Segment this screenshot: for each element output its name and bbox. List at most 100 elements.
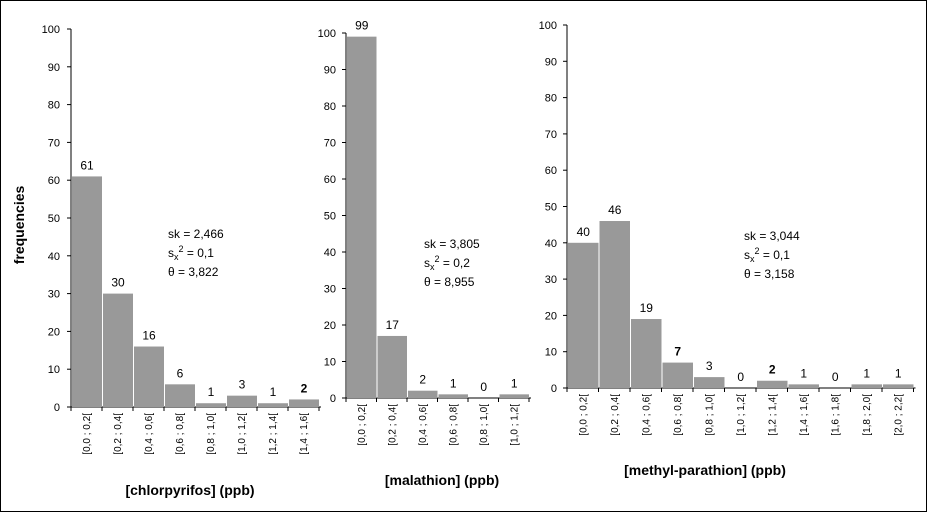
chart1-stat-variance-part: = 0,1 [184, 246, 215, 260]
chart3-y-tick-label: 0 [551, 383, 557, 395]
chart1-y-tick-label: 80 [48, 100, 60, 112]
chart3-data-label: 2 [769, 363, 776, 377]
chart3-y-tick-label: 80 [545, 93, 557, 105]
chart3-category-label: [0,8 ; 1,0[ [704, 394, 715, 436]
chart1-category-label: [0,8 ; 1,0[ [206, 413, 217, 455]
chart3-category-label: [1,4 ; 1,6[ [799, 394, 810, 436]
chart1-data-label: 1 [270, 385, 277, 399]
chart3-y-tick-label: 60 [545, 165, 557, 177]
chart2-category-label: [0,8 ; 1,0[ [479, 404, 490, 446]
chart1-stat-variance-part: s [168, 246, 174, 260]
chart2-category-label: [0,4 ; 0,6[ [418, 404, 429, 446]
chart1-category-label: [1,2 ; 1,4[ [268, 413, 279, 455]
chart3-data-label: 40 [577, 225, 591, 239]
chart2-y-tick-label: 60 [324, 174, 336, 186]
chart1-category-label: [1,0 ; 1,2[ [237, 413, 248, 455]
chart1-data-label: 6 [177, 366, 184, 380]
chart1-y-tick-label: 100 [42, 24, 60, 36]
chart1-bar [134, 346, 164, 407]
chart3-category-label: [0,6 ; 0,8[ [673, 394, 684, 436]
chart2-stat-variance-part: = 0,2 [440, 256, 471, 270]
chart3-data-label: 1 [895, 366, 902, 380]
chart3-stat-variance-part: = 0,1 [760, 248, 791, 262]
chart3-x-axis-label: [methyl-parathion] (ppb) [624, 462, 786, 478]
chart3-bar [568, 242, 599, 388]
chart2-data-label: 0 [480, 380, 487, 394]
chart2-y-tick-label: 90 [324, 65, 336, 77]
chart1-data-label: 61 [80, 158, 94, 172]
chart2-stat-variance-part: s [424, 256, 430, 270]
chart3-category-label: [0,2 ; 0,4[ [610, 394, 621, 436]
chart1-y-tick-label: 0 [54, 402, 60, 414]
chart1-data-label: 30 [111, 276, 125, 290]
chart3-y-tick-label: 50 [545, 202, 557, 214]
chart3-category-label: [1,2 ; 1,4[ [767, 394, 778, 436]
chart3-y-tick-label: 20 [545, 310, 557, 322]
chart3-data-label: 19 [640, 301, 654, 315]
chart1-bar [103, 293, 133, 407]
chart3-bar [599, 221, 630, 388]
chart1-category-label: [0,0 ; 0,2[ [82, 413, 93, 455]
chart3-y-tick-label: 90 [545, 56, 557, 68]
y-axis-label: frequencies [11, 185, 27, 264]
chart2-y-tick-label: 10 [324, 357, 336, 369]
chart3-y-tick-label: 30 [545, 274, 557, 286]
chart2-stat-variance-part: 2 [435, 254, 440, 264]
chart1-category-label: [1,4 ; 1,6[ [299, 413, 310, 455]
chart2-bar [499, 394, 529, 398]
chart1-stat-variance: sx2 = 0,1 [168, 244, 214, 262]
chart2-y-tick-label: 80 [324, 101, 336, 113]
chart2-category-label: [1,0 ; 1,2[ [509, 404, 520, 446]
chart1-data-label: 1 [208, 385, 215, 399]
chart2-stat-variance: sx2 = 0,2 [424, 254, 470, 272]
chart3-category-label: [1,6 ; 1,8[ [830, 394, 841, 436]
chart3-bar [851, 384, 882, 388]
chart2-data-label: 99 [355, 19, 369, 33]
chart2-data-label: 1 [450, 376, 457, 390]
chart2-bar [377, 335, 407, 398]
chart3-stat-variance-part: 2 [755, 246, 760, 256]
chart1-bar [196, 403, 226, 407]
chart3-data-label: 0 [832, 370, 839, 384]
chart1-data-label: 3 [239, 378, 246, 392]
chart2-y-tick-label: 100 [318, 28, 336, 40]
chart3-stat-theta: θ = 3,158 [744, 267, 795, 281]
chart3-data-label: 46 [608, 203, 622, 217]
chart3-bar [694, 377, 725, 388]
chart2-data-label: 17 [386, 318, 400, 332]
chart2-y-tick-label: 40 [324, 247, 336, 259]
chart3-y-tick-label: 100 [539, 20, 557, 32]
chart2-category-label: [0,2 ; 0,4[ [387, 404, 398, 446]
chart3-category-label: [0,4 ; 0,6[ [641, 394, 652, 436]
chart3-stat-sk: sk = 3,044 [744, 229, 800, 243]
chart1-category-label: [0,4 ; 0,6[ [144, 413, 155, 455]
chart1-category-label: [0,2 ; 0,4[ [113, 413, 124, 455]
chart2-stat-variance-part: x [430, 262, 435, 272]
chart3-category-label: [1,0 ; 1,2[ [736, 394, 747, 436]
chart2-category-label: [0,0 ; 0,2[ [357, 404, 368, 446]
chart1-y-tick-label: 70 [48, 137, 60, 149]
chart1-bar [227, 395, 257, 407]
chart1-data-label: 16 [142, 329, 156, 343]
chart3-stat-variance-part: s [744, 248, 750, 262]
chart2-category-label: [0,6 ; 0,8[ [448, 404, 459, 446]
chart3-data-label: 0 [737, 370, 744, 384]
chart2-bar [347, 36, 377, 399]
chart3-stat-variance-part: x [750, 254, 755, 264]
chart3-category-label: [2,0 ; 2,2[ [893, 394, 904, 436]
chart2-y-tick-label: 70 [324, 138, 336, 150]
chart1-data-label: 2 [301, 381, 308, 395]
chart3-bar [757, 380, 788, 388]
chart3-bar [883, 384, 914, 388]
chart1-category-label: [0,6 ; 0,8[ [175, 413, 186, 455]
chart1-y-tick-label: 10 [48, 364, 60, 376]
chart3-data-label: 1 [800, 366, 807, 380]
chart3-data-label: 3 [706, 359, 713, 373]
chart3-bar [631, 319, 662, 388]
chart3-y-tick-label: 40 [545, 238, 557, 250]
chart1-stat-sk: sk = 2,466 [168, 227, 224, 241]
chart2-stat-sk: sk = 3,805 [424, 237, 480, 251]
chart2-y-tick-label: 20 [324, 320, 336, 332]
chart2-data-label: 2 [419, 373, 426, 387]
